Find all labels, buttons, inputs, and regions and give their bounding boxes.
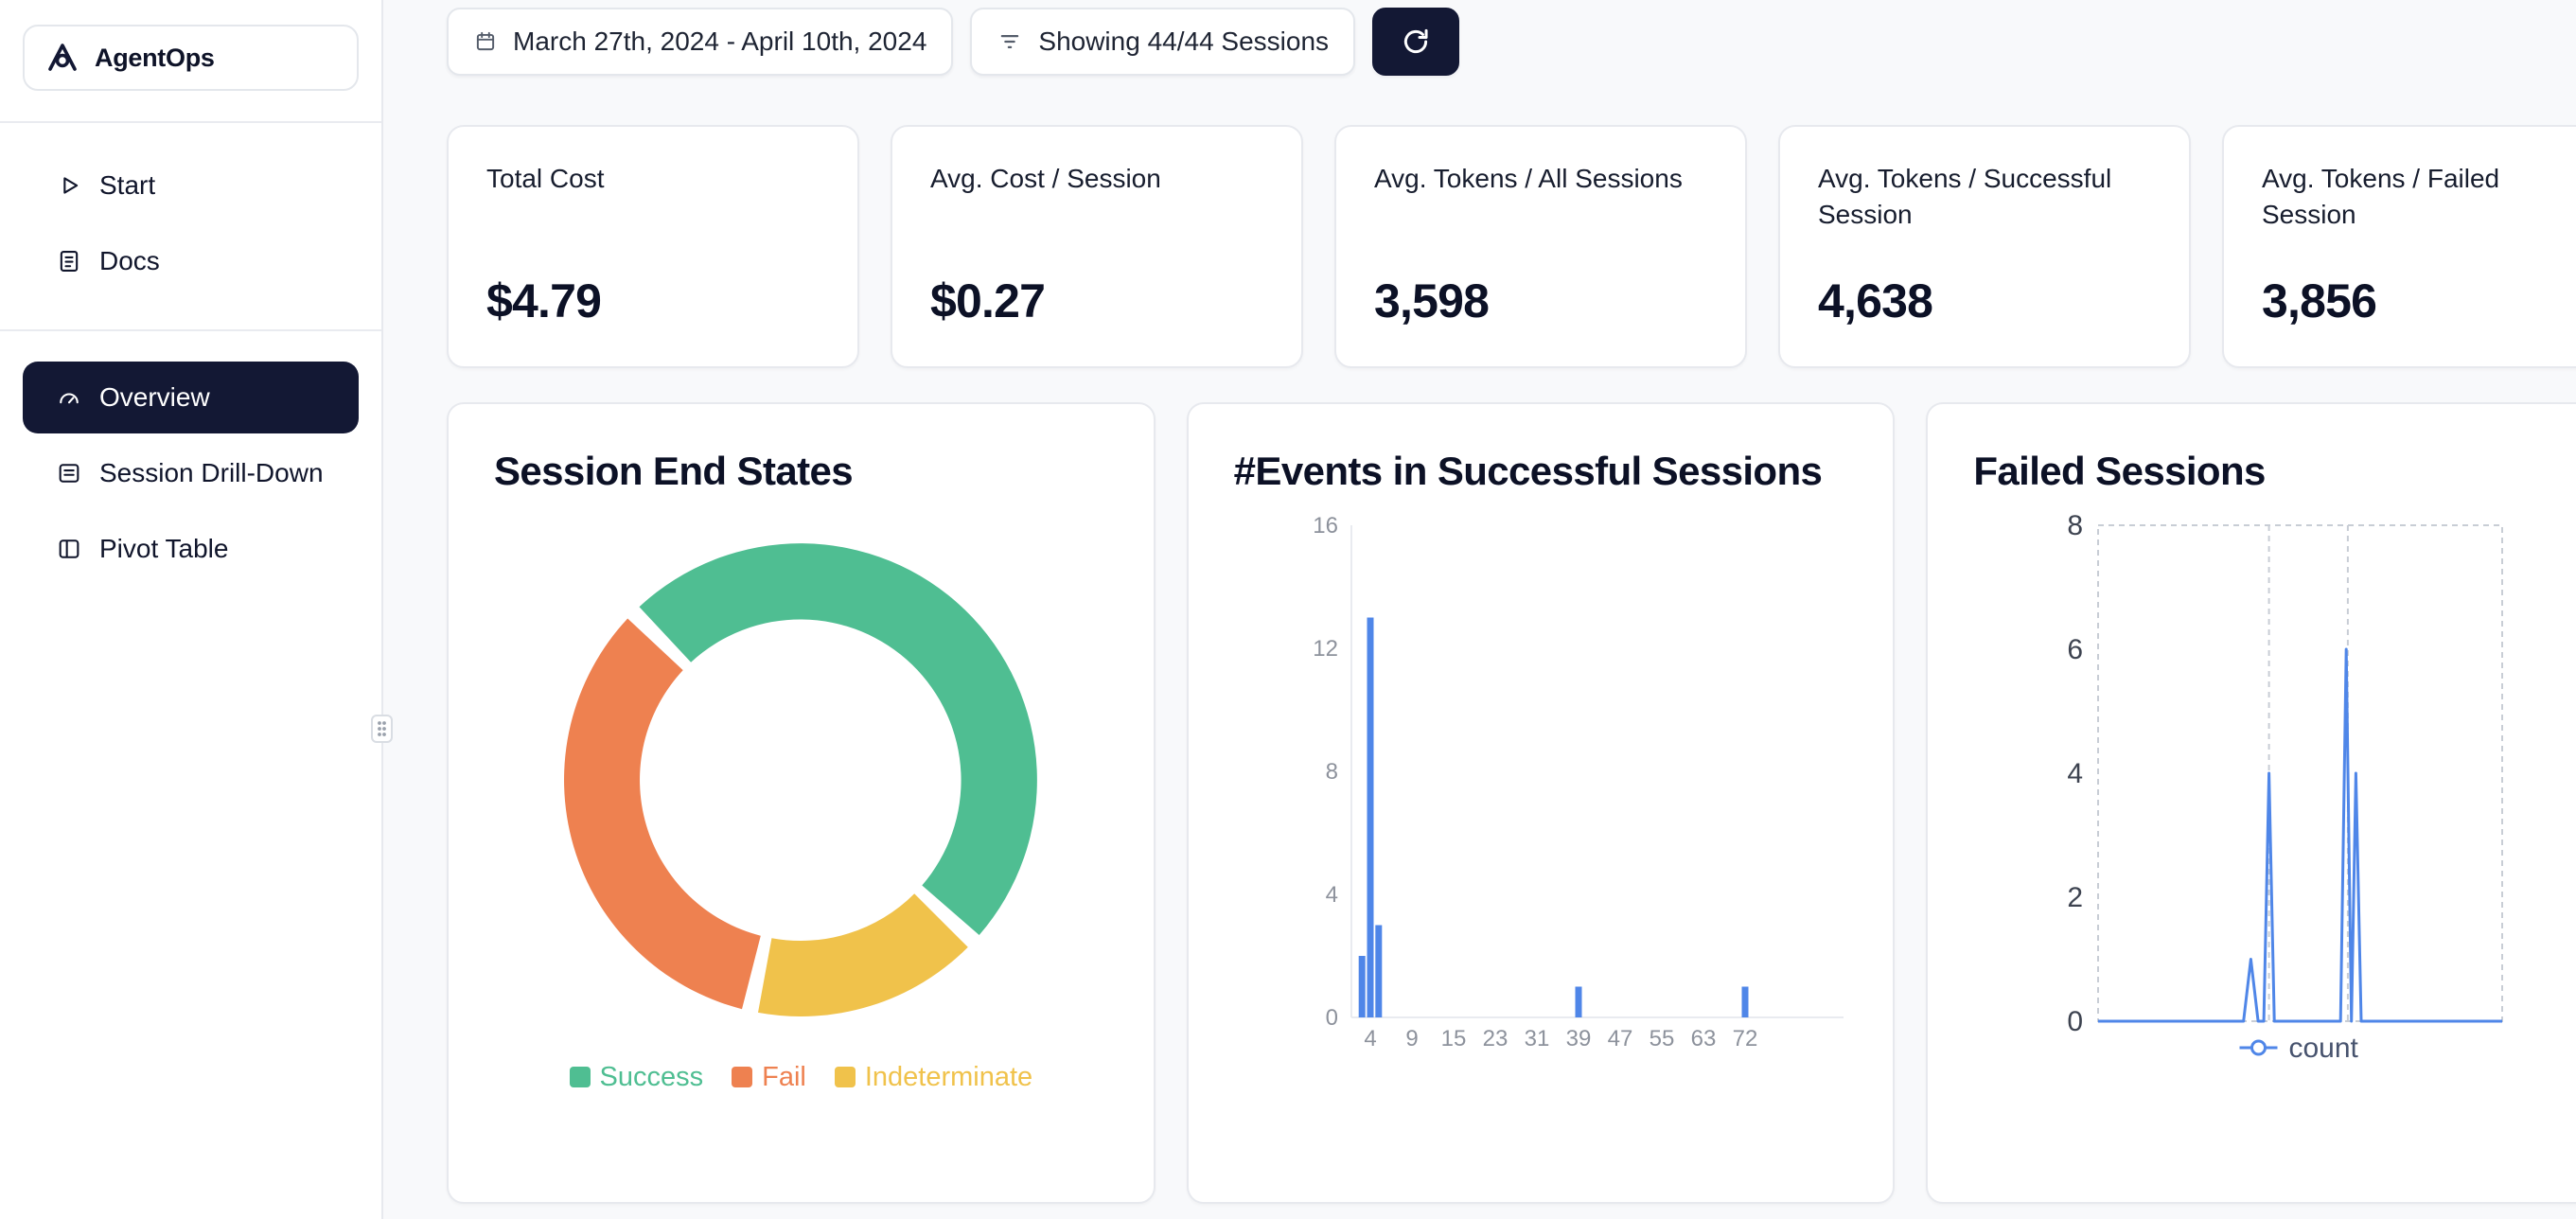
sidebar-item-label: Start [99,170,156,200]
filter-icon [997,28,1023,55]
app-title: AgentOps [95,43,215,72]
svg-text:15: 15 [1440,1026,1466,1051]
svg-text:9: 9 [1405,1026,1418,1051]
svg-text:12: 12 [1313,636,1338,662]
stat-label: Avg. Tokens / Failed Session [2262,164,2500,229]
stat-value: 3,856 [2262,274,2377,327]
chart-title: #Events in Successful Sessions [1233,449,1823,493]
stat-card-avg-tokens-successful: Avg. Tokens / Successful Session 4,638 [1778,125,2191,368]
sidebar-nav-top: Start Docs [0,123,381,329]
svg-text:0: 0 [2068,1006,2084,1037]
stat-label: Total Cost [486,164,605,193]
legend-swatch [732,1067,753,1088]
legend-label: Fail [762,1061,806,1092]
legend-swatch [834,1067,856,1088]
failed-sessions-card: Failed Sessions 0 2 4 6 8 count [1926,402,2576,1204]
logo[interactable]: AgentOps [23,25,359,91]
stat-card-avg-tokens-failed: Avg. Tokens / Failed Session 3,856 [2222,125,2576,368]
sidebar-item-label: Overview [99,382,210,412]
sidebar-item-start[interactable]: Start [23,150,359,221]
svg-text:23: 23 [1482,1026,1508,1051]
events-in-successful-sessions-card: #Events in Successful Sessions 0 4 8 12 16 4 9… [1186,402,1896,1204]
charts-row: Session End States Success Fail [447,402,2576,1204]
sidebar-item-label: Session Drill-Down [99,458,324,487]
sidebar-item-docs[interactable]: Docs [23,225,359,297]
session-end-states-donut-chart [550,529,1051,1035]
divider [0,329,381,331]
legend-item-indeterminate[interactable]: Indeterminate [834,1061,1033,1093]
play-icon [56,172,82,199]
sidebar-resize-handle[interactable] [371,715,393,743]
stat-value: 4,638 [1818,274,1933,327]
stat-label: Avg. Tokens / All Sessions [1374,164,1683,193]
svg-text:31: 31 [1524,1026,1549,1051]
svg-text:63: 63 [1690,1026,1716,1051]
svg-text:39: 39 [1565,1026,1591,1051]
svg-text:16: 16 [1313,513,1338,539]
stat-card-avg-tokens-all: Avg. Tokens / All Sessions 3,598 [1334,125,1747,368]
sidebar-item-overview[interactable]: Overview [23,362,359,433]
agentops-logo-icon [44,39,81,77]
svg-text:4: 4 [2068,758,2084,789]
stat-card-total-cost: Total Cost $4.79 [447,125,859,368]
svg-text:6: 6 [2068,634,2084,665]
calendar-icon [473,29,498,54]
donut-legend: Success Fail Indeterminate [494,1062,1108,1093]
svg-text:2: 2 [2068,882,2084,913]
stat-label: Avg. Tokens / Successful Session [1818,164,2112,229]
chart-title: Failed Sessions [1973,449,2266,493]
refresh-icon [1400,26,1432,58]
document-icon [56,248,82,274]
legend-label: Success [599,1061,704,1092]
session-end-states-card: Session End States Success Fail [447,402,1156,1204]
svg-text:count: count [2289,1033,2359,1064]
svg-text:4: 4 [1325,882,1337,908]
legend-label: Indeterminate [864,1061,1033,1092]
sidebar-item-session-drill-down[interactable]: Session Drill-Down [23,437,359,509]
refresh-button[interactable] [1372,8,1460,76]
failed-sessions-line-chart: 0 2 4 6 8 count [2032,510,2576,1143]
svg-text:4: 4 [1364,1026,1376,1051]
table-columns-icon [56,536,82,562]
sidebar-item-label: Docs [99,246,160,275]
stat-label: Avg. Cost / Session [930,164,1161,193]
sidebar: AgentOps Start Docs [0,0,393,1219]
svg-text:0: 0 [1325,1005,1337,1031]
list-box-icon [56,460,82,486]
date-range-label: March 27th, 2024 - April 10th, 2024 [513,26,927,56]
date-range-button[interactable]: March 27th, 2024 - April 10th, 2024 [447,8,954,76]
stat-value: 3,598 [1374,274,1490,327]
gauge-icon [56,384,82,411]
stat-value: $0.27 [930,274,1046,327]
svg-text:55: 55 [1649,1026,1674,1051]
svg-text:72: 72 [1732,1026,1757,1051]
sidebar-item-label: Pivot Table [99,534,229,563]
legend-item-fail[interactable]: Fail [732,1062,806,1093]
events-bar-chart: 0 4 8 12 16 4 9 15 23 31 39 47 55 63 72 [1304,512,1848,1085]
divider [0,121,381,123]
main-content: March 27th, 2024 - April 10th, 2024 Show… [383,0,2576,1219]
sidebar-nav-main: Overview Session Drill-Down Pivot Table [0,331,381,617]
svg-text:47: 47 [1607,1026,1632,1051]
svg-text:8: 8 [2068,514,2084,541]
sessions-filter-button[interactable]: Showing 44/44 Sessions [970,8,1356,76]
stat-card-avg-cost-session: Avg. Cost / Session $0.27 [891,125,1303,368]
legend-item-success[interactable]: Success [569,1061,704,1093]
topbar: March 27th, 2024 - April 10th, 2024 Show… [447,8,2576,76]
chart-title: Session End States [494,449,854,493]
sidebar-item-pivot-table[interactable]: Pivot Table [23,513,359,585]
stat-value: $4.79 [486,274,602,327]
stats-row: Total Cost $4.79 Avg. Cost / Session $0.… [447,125,2576,368]
sessions-filter-label: Showing 44/44 Sessions [1038,26,1330,56]
legend-swatch [569,1067,591,1088]
svg-text:8: 8 [1325,759,1337,785]
